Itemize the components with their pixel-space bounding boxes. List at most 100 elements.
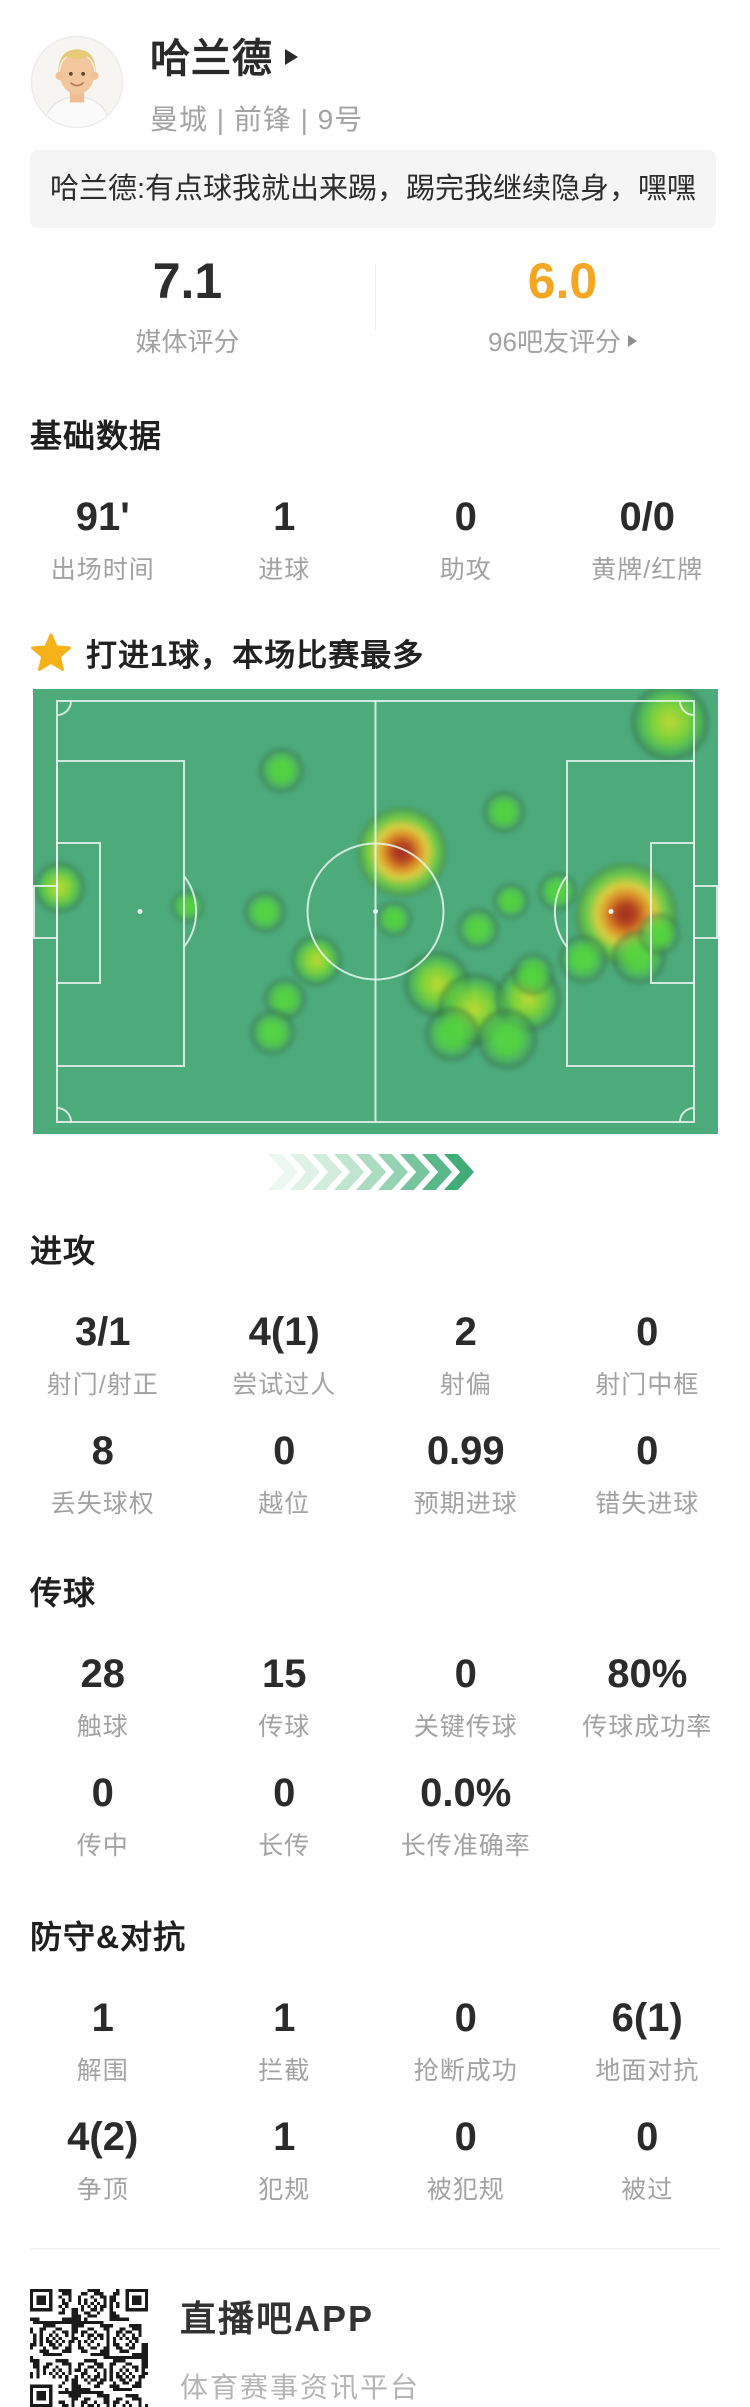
stat-label: 出场时间 <box>50 556 155 584</box>
fans-rating-label: 96吧友评分 <box>488 327 621 357</box>
stat-label: 助攻 <box>439 556 492 584</box>
section-heading-basic: 基础数据 <box>30 418 163 454</box>
heat-spot <box>477 1009 538 1070</box>
heat-spot <box>170 889 204 923</box>
stat-label: 争顶 <box>76 2176 129 2204</box>
heat-spot <box>425 1006 480 1061</box>
heat-spot <box>638 912 681 955</box>
stat-cell: 1 解围 <box>12 1996 194 2087</box>
heat-spot <box>356 806 447 897</box>
footer-text: 直播吧APP 体育赛事资讯平台 <box>180 2290 420 2406</box>
ratings-divider <box>375 264 376 330</box>
stat-label: 黄牌/红牌 <box>591 556 704 584</box>
stat-cell: 80% 传球成功率 <box>557 1652 739 1743</box>
basic-stats-grid: 91' 出场时间 1 进球 0 助攻 0/0 黄牌/红牌 <box>12 495 738 586</box>
stat-cell: 15 传球 <box>194 1652 376 1743</box>
stat-label: 射门/射正 <box>46 1371 159 1399</box>
stat-label: 传球 <box>258 1713 311 1741</box>
stat-label: 长传准确率 <box>400 1832 531 1860</box>
stat-value: 0 <box>91 1771 114 1815</box>
stat-label: 被犯规 <box>426 2176 505 2204</box>
stat-value: 0 <box>636 1429 659 1473</box>
chevron-separator <box>0 1154 750 1190</box>
stat-label: 解围 <box>76 2057 129 2085</box>
stat-label: 抢断成功 <box>413 2057 518 2085</box>
stat-label: 传球成功率 <box>582 1713 713 1741</box>
stat-label: 触球 <box>76 1713 129 1741</box>
stat-value: 4(1) <box>248 1310 320 1354</box>
heatmap-pitch <box>32 689 718 1134</box>
stat-label: 丢失球权 <box>50 1490 155 1518</box>
stat-cell: 4(1) 尝试过人 <box>194 1310 376 1401</box>
stat-cell: 8 丢失球权 <box>12 1429 194 1520</box>
stat-value: 0.0% <box>420 1771 512 1815</box>
defense-stats-row-2: 4(2) 争顶 1 犯规 0 被犯规 0 被过 <box>12 2115 738 2206</box>
stat-label: 越位 <box>258 1490 311 1518</box>
qr-code <box>30 2289 148 2407</box>
stat-value: 0 <box>454 2115 477 2159</box>
footer: 直播吧APP 体育赛事资讯平台 <box>30 2248 720 2407</box>
stat-cell: 0 长传 <box>194 1771 376 1862</box>
stat-label: 尝试过人 <box>232 1371 337 1399</box>
player-quote: 哈兰德:有点球我就出来踢，踢完我继续隐身，嘿嘿 <box>30 150 717 228</box>
stat-cell: 0 越位 <box>194 1429 376 1520</box>
stat-value: 0 <box>636 1310 659 1354</box>
section-heading-attack: 进攻 <box>30 1233 97 1269</box>
stat-cell: 91' 出场时间 <box>12 495 194 586</box>
heat-spot <box>291 935 343 987</box>
stat-label: 长传 <box>258 1832 311 1860</box>
stat-value: 0/0 <box>619 495 676 539</box>
ratings-row: 7.1 媒体评分 6.0 96吧友评分 <box>0 234 750 385</box>
star-icon <box>31 632 71 671</box>
stat-label: 射偏 <box>439 1371 492 1399</box>
fans-rating[interactable]: 6.0 96吧友评分 <box>375 252 750 359</box>
stat-label: 关键传球 <box>413 1713 518 1741</box>
stat-cell: 0 被过 <box>557 2115 739 2206</box>
pitch-lines <box>32 700 718 1123</box>
stat-label: 传中 <box>76 1832 129 1860</box>
stat-cell: 1 拦截 <box>194 1996 376 2087</box>
stat-value: 8 <box>91 1429 114 1473</box>
app-name: 直播吧APP <box>180 2298 375 2339</box>
stat-value: 3/1 <box>74 1310 131 1354</box>
stat-cell: 0 抢断成功 <box>375 1996 557 2087</box>
attack-stats-row-1: 3/1 射门/射正 4(1) 尝试过人 2 射偏 0 射门中框 <box>12 1310 738 1401</box>
player-team-line: 曼城 | 前锋 | 9号 <box>150 104 364 135</box>
stat-cell: 0.99 预期进球 <box>375 1429 557 1520</box>
stat-label: 拦截 <box>258 2057 311 2085</box>
stat-value: 91' <box>75 495 130 539</box>
stat-value: 0 <box>273 1771 296 1815</box>
stat-value: 80% <box>607 1652 688 1696</box>
stat-value: 28 <box>80 1652 126 1696</box>
stat-value: 1 <box>273 2115 296 2159</box>
passing-stats-row-2: 0 传中 0 长传 0.0% 长传准确率 <box>12 1771 738 1862</box>
stat-value: 4(2) <box>67 2115 139 2159</box>
stat-value: 2 <box>454 1310 477 1354</box>
stat-label: 预期进球 <box>413 1490 518 1518</box>
avatar <box>30 35 124 129</box>
stat-value: 6(1) <box>611 1996 683 2040</box>
stat-cell: 4(2) 争顶 <box>12 2115 194 2206</box>
heat-spot <box>34 861 86 913</box>
heat-spot <box>259 748 305 794</box>
header-text: 哈兰德 曼城 | 前锋 | 9号 <box>150 26 363 138</box>
stat-cell: 1 进球 <box>194 495 376 586</box>
header: 哈兰德 曼城 | 前锋 | 9号 <box>0 0 750 138</box>
defense-stats-row-1: 1 解围 1 拦截 0 抢断成功 6(1) 地面对抗 <box>12 1996 738 2087</box>
stat-cell: 0 助攻 <box>375 495 557 586</box>
heat-spot <box>249 1009 295 1055</box>
stat-cell: 2 射偏 <box>375 1310 557 1401</box>
section-heading-defense: 防守&对抗 <box>30 1919 187 1955</box>
fans-rating-value: 6.0 <box>527 253 598 309</box>
stat-cell: 0 被犯规 <box>375 2115 557 2206</box>
player-photo <box>30 35 124 129</box>
heat-spot <box>376 901 413 938</box>
media-rating-label: 媒体评分 <box>135 327 240 357</box>
player-name-row[interactable]: 哈兰德 <box>150 26 363 84</box>
stat-value: 1 <box>273 1996 296 2040</box>
stat-cell: 28 触球 <box>12 1652 194 1743</box>
heat-spot <box>483 790 526 833</box>
stat-value: 0.99 <box>426 1429 505 1473</box>
fans-rating-label-row: 96吧友评分 <box>375 322 750 359</box>
